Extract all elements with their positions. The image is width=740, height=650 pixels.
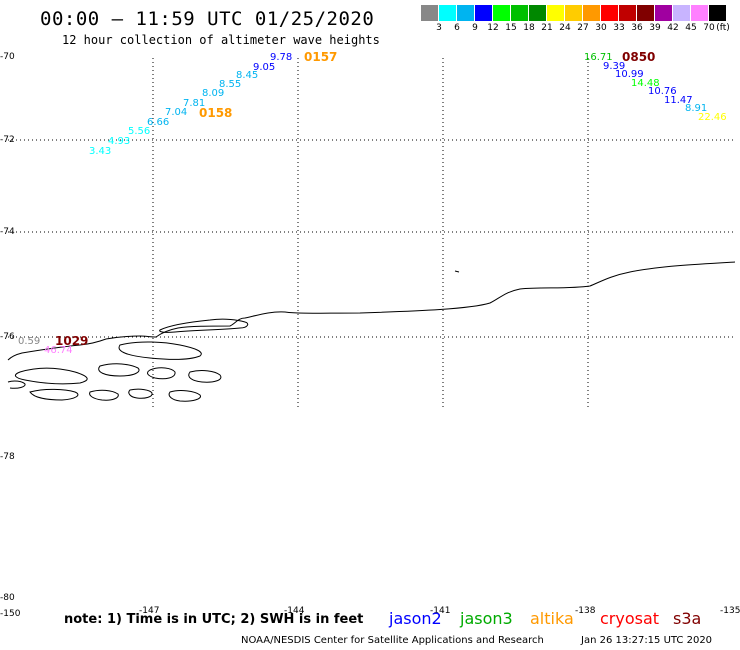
wave-height-value: 11.47 xyxy=(664,95,693,106)
wave-height-value: 46.74 xyxy=(44,345,73,356)
antarctic-coastline xyxy=(7,261,736,402)
wave-height-value: 6.66 xyxy=(147,117,170,128)
wave-height-value: 10.99 xyxy=(615,69,644,80)
page-title: 00:00 – 11:59 UTC 01/25/2020 xyxy=(40,8,375,30)
lat-label: -80 xyxy=(0,593,15,603)
scale-label: 21 xyxy=(541,23,553,33)
lon-label: -138 xyxy=(575,606,596,616)
wave-height-value: 8.91 xyxy=(685,103,708,114)
scale-label: 6 xyxy=(454,23,460,33)
scale-label: 42 xyxy=(667,23,679,33)
wave-height-value: 0.59 xyxy=(18,336,41,347)
scale-swatch-14 xyxy=(655,5,672,21)
scale-swatch-13 xyxy=(637,5,654,21)
lat-label: -78 xyxy=(0,452,15,462)
lat-label: -76 xyxy=(0,332,15,342)
wave-height-value: 7.81 xyxy=(183,98,206,109)
wave-height-value: 7.04 xyxy=(165,107,188,118)
satellite-legend-cryosat: cryosat xyxy=(600,609,660,628)
wave-height-value: 14.48 xyxy=(631,78,660,89)
scale-swatch-10 xyxy=(583,5,600,21)
wave-height-value: 22.46 xyxy=(698,112,727,123)
lon-label: -144 xyxy=(284,606,305,616)
satellite-legend-jason3: jason3 xyxy=(460,609,513,628)
wave-height-value: 3.43 xyxy=(89,146,112,157)
scale-swatch-7 xyxy=(529,5,546,21)
pass-time-label: 0850 xyxy=(622,50,656,64)
scale-label: 30 xyxy=(595,23,607,33)
wave-height-value: 16.71 xyxy=(584,52,613,63)
scale-label: 24 xyxy=(559,23,571,33)
wave-height-value: 8.55 xyxy=(219,79,242,90)
lon-label: -135 xyxy=(720,606,740,616)
satellite-legend-jason2: jason2 xyxy=(389,609,442,628)
scale-swatch-16 xyxy=(691,5,708,21)
satellite-legend-altika: altika xyxy=(530,609,574,628)
scale-label: 15 xyxy=(505,23,517,33)
pass-time-label: 0158 xyxy=(199,106,233,120)
scale-swatch-15 xyxy=(673,5,690,21)
satellite-legend-s3a: s3a xyxy=(673,609,702,628)
pass-time-label: 1029 xyxy=(55,334,89,348)
lat-label: -70 xyxy=(0,52,15,62)
generation-timestamp: Jan 26 13:27:15 UTC 2020 xyxy=(581,635,713,646)
scale-swatch-6 xyxy=(511,5,528,21)
pass-time-label: 0157 xyxy=(304,50,338,64)
page-subtitle: 12 hour collection of altimeter wave hei… xyxy=(62,33,380,47)
scale-swatch-11 xyxy=(601,5,618,21)
lat-label: -74 xyxy=(0,227,15,237)
wave-height-value: 10.76 xyxy=(648,86,677,97)
lon-label: -141 xyxy=(430,606,451,616)
scale-swatch-12 xyxy=(619,5,636,21)
lon-label: -150 xyxy=(0,609,21,619)
wave-height-value: 8.45 xyxy=(236,70,259,81)
scale-label: 33 xyxy=(613,23,625,33)
scale-swatch-5 xyxy=(493,5,510,21)
wave-height-value: 5.56 xyxy=(128,126,151,137)
credit-line: NOAA/NESDIS Center for Satellite Applica… xyxy=(241,635,544,646)
scale-swatch-8 xyxy=(547,5,564,21)
scale-swatch-4 xyxy=(475,5,492,21)
wave-height-value: 9.78 xyxy=(270,52,293,63)
scale-label: 12 xyxy=(487,23,499,33)
scale-swatch-2 xyxy=(439,5,456,21)
wave-height-value: 9.05 xyxy=(253,62,276,73)
scale-label: 9 xyxy=(472,23,478,33)
scale-label: 70 xyxy=(703,23,715,33)
scale-label: 45 xyxy=(685,23,697,33)
scale-swatch-3 xyxy=(457,5,474,21)
graticule xyxy=(8,58,735,408)
lon-label: -147 xyxy=(139,606,160,616)
scale-swatch-9 xyxy=(565,5,582,21)
units-note: note: 1) Time is in UTC; 2) SWH is in fe… xyxy=(64,612,364,627)
scale-label: 18 xyxy=(523,23,535,33)
scale-label: 36 xyxy=(631,23,643,33)
scale-label: 27 xyxy=(577,23,589,33)
scale-unit: (ft) xyxy=(716,23,730,33)
lat-label: -72 xyxy=(0,135,15,145)
wave-height-value: 9.39 xyxy=(603,61,626,72)
scale-swatch-17 xyxy=(709,5,726,21)
scale-label: 39 xyxy=(649,23,661,33)
wave-height-value: 8.09 xyxy=(202,88,225,99)
scale-swatch-1 xyxy=(421,5,438,21)
scale-label: 3 xyxy=(436,23,442,33)
wave-height-value: 4.93 xyxy=(108,136,131,147)
